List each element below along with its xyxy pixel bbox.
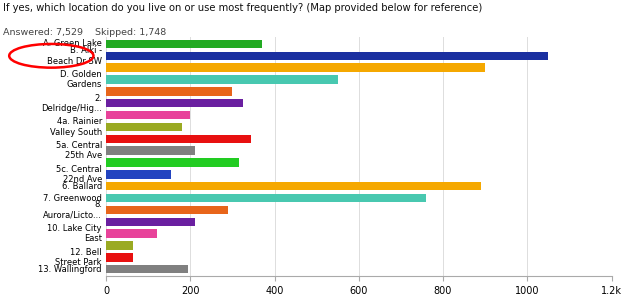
Bar: [106, 134, 251, 143]
Bar: [106, 146, 195, 155]
Bar: [106, 182, 481, 190]
Bar: [106, 75, 338, 84]
Bar: [106, 194, 426, 202]
Bar: [106, 87, 232, 96]
Bar: [106, 170, 172, 179]
Bar: [106, 99, 243, 107]
Bar: [106, 265, 188, 274]
Bar: [106, 253, 134, 262]
Bar: [106, 241, 134, 250]
Bar: [106, 111, 190, 119]
Bar: [106, 63, 485, 72]
Bar: [106, 123, 182, 131]
Bar: [106, 229, 157, 238]
Text: If yes, which location do you live on or use most frequently? (Map provided belo: If yes, which location do you live on or…: [3, 3, 482, 13]
Bar: [106, 217, 195, 226]
Bar: [106, 206, 228, 214]
Bar: [106, 40, 262, 48]
Bar: [106, 52, 548, 60]
Bar: [106, 158, 239, 167]
Text: Answered: 7,529    Skipped: 1,748: Answered: 7,529 Skipped: 1,748: [3, 28, 167, 37]
